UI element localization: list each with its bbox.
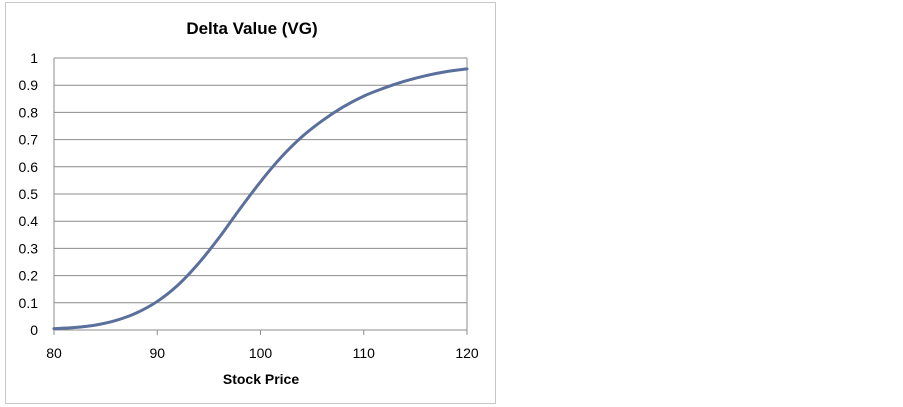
data-point xyxy=(300,135,303,138)
y-tick-label: 0.3 xyxy=(19,240,39,256)
y-tick-labels: 0 0.1 0.2 0.3 0.4 0.5 0.6 0.7 0.8 0.9 1 xyxy=(19,50,39,338)
x-tick-label: 90 xyxy=(149,345,165,361)
data-point xyxy=(342,105,345,108)
data-point xyxy=(114,319,117,322)
data-point xyxy=(53,327,56,330)
y-tick-label: 0.6 xyxy=(19,159,39,175)
data-point xyxy=(218,236,221,239)
data-point xyxy=(94,324,97,327)
data-point xyxy=(280,156,283,159)
y-tick-label: 0.8 xyxy=(19,104,39,120)
delta-series-line-0 xyxy=(52,67,469,331)
data-point xyxy=(156,300,159,303)
x-axis-label: Stock Price xyxy=(223,371,299,387)
data-point xyxy=(135,311,138,314)
data-point xyxy=(259,180,262,183)
y-tick-label: 0 xyxy=(30,322,38,338)
chart-title: Delta Value (VG) xyxy=(186,19,317,38)
y-tick-label: 0.1 xyxy=(19,295,39,311)
chart-frame xyxy=(5,2,496,404)
y-tick-label: 0.7 xyxy=(19,132,39,148)
data-point xyxy=(424,74,427,77)
data-point xyxy=(362,95,365,98)
x-tick-label: 80 xyxy=(46,345,62,361)
data-point xyxy=(466,67,469,70)
y-tick-label: 0.9 xyxy=(19,77,39,93)
x-tick-label: 110 xyxy=(353,345,376,361)
data-point xyxy=(445,70,448,73)
axes xyxy=(53,58,468,335)
data-point xyxy=(321,119,324,122)
y-tick-label: 0.2 xyxy=(19,268,39,284)
y-tick-label: 0.5 xyxy=(19,186,39,202)
x-tick-labels: 80 90 100 110 120 xyxy=(46,345,479,361)
data-point xyxy=(404,80,407,83)
x-tick-label: 120 xyxy=(455,345,479,361)
data-point xyxy=(238,207,241,210)
series-layer xyxy=(52,67,469,331)
gridlines xyxy=(54,57,467,304)
data-point xyxy=(176,284,179,287)
y-tick-label: 1 xyxy=(30,50,38,66)
data-point xyxy=(73,326,76,329)
x-tick-label: 100 xyxy=(249,345,273,361)
y-tick-label: 0.4 xyxy=(19,213,39,229)
data-point xyxy=(197,262,200,265)
data-point xyxy=(383,86,386,89)
